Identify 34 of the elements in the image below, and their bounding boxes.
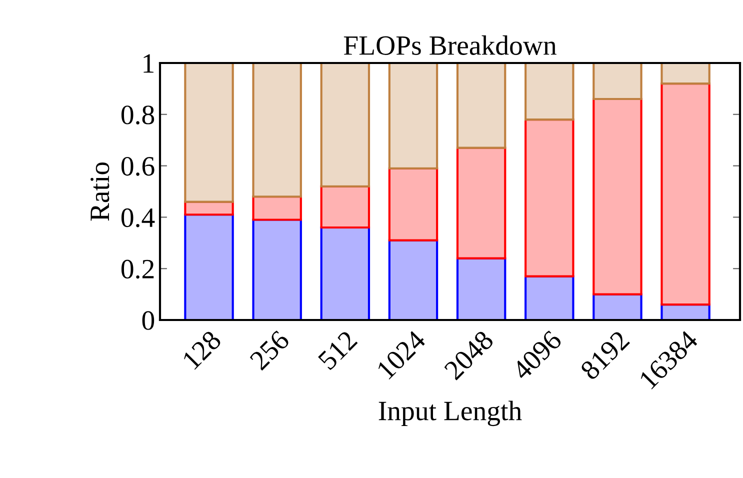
x-tick-label: 8192 (580, 330, 630, 381)
y-tick-label: 1 (144, 54, 154, 73)
bar (388, 239, 438, 320)
bar (660, 63, 710, 85)
bar (524, 275, 574, 320)
bar (252, 63, 302, 198)
y-tick-label: 0.8 (121, 106, 154, 124)
bar (388, 167, 438, 242)
bar (456, 257, 506, 320)
bar (320, 63, 370, 188)
y-axis-title: Ratio (90, 162, 110, 221)
bar (592, 98, 642, 296)
bar (456, 63, 506, 149)
y-tick-label: 0 (142, 311, 154, 330)
bar (252, 196, 302, 221)
bar (184, 214, 234, 320)
bar (456, 146, 506, 260)
x-tick-label: 256 (249, 330, 290, 371)
y-tick-label: 0.2 (121, 260, 154, 279)
bar (252, 218, 302, 320)
bar (660, 82, 710, 306)
bar (320, 185, 370, 229)
bar (592, 63, 642, 100)
bar (388, 63, 438, 170)
x-tick-label: 512 (317, 330, 358, 370)
bar (524, 118, 574, 278)
bar (320, 226, 370, 320)
y-tick-label: 0.4 (121, 208, 155, 228)
y-tick-label: 0.6 (121, 156, 154, 176)
x-tick-label: 128 (182, 330, 222, 370)
bar (524, 63, 574, 121)
chart-title: FLOPs Breakdown (344, 35, 556, 55)
bar (184, 63, 234, 203)
x-axis-title: Input Length (378, 400, 522, 426)
